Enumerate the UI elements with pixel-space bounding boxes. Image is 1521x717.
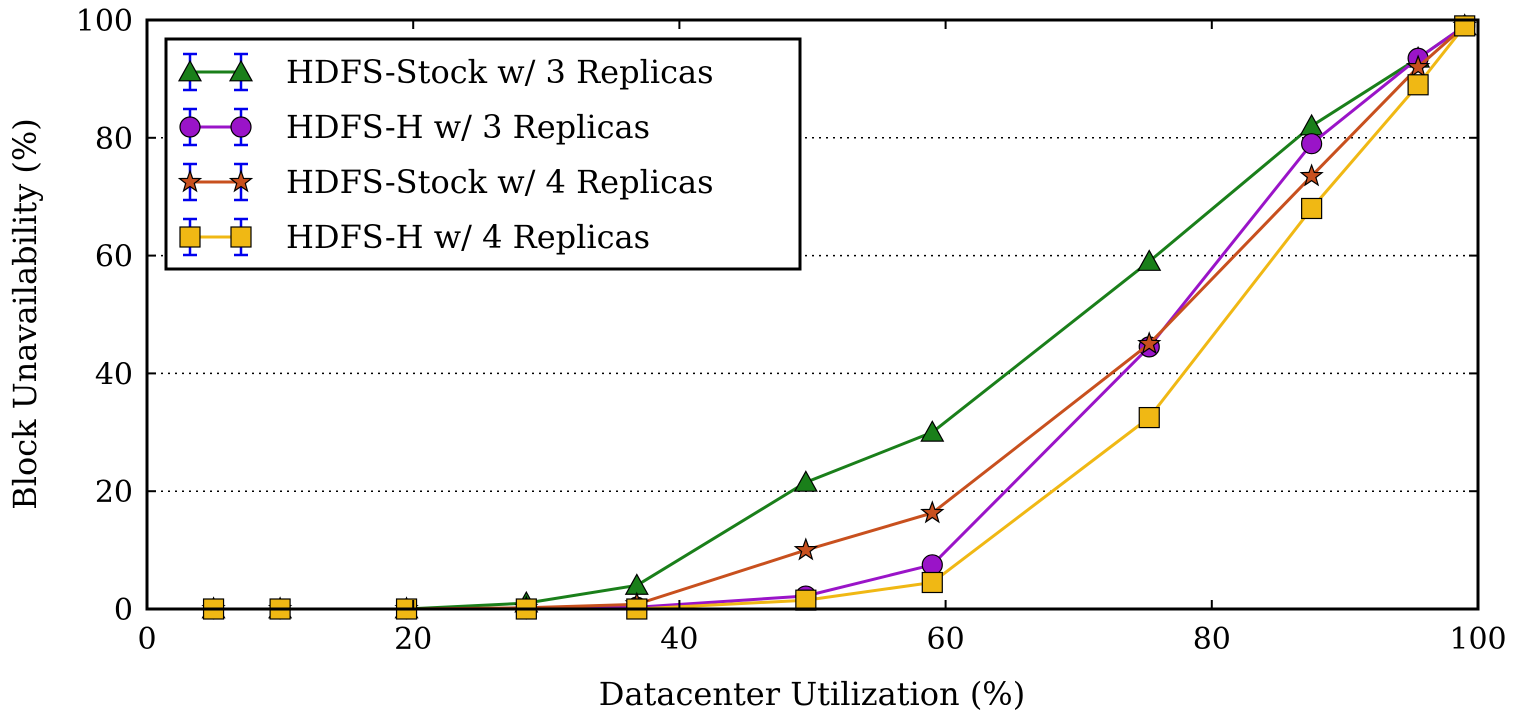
x-tick-label: 60 [927, 622, 965, 657]
x-axis-title: Datacenter Utilization (%) [599, 675, 1025, 713]
legend-marker [179, 226, 201, 248]
data-point [1301, 197, 1323, 220]
legend-entry: HDFS-H w/ 3 Replicas [179, 107, 650, 147]
legend-label: HDFS-Stock w/ 3 Replicas [286, 53, 713, 91]
legend-marker [179, 116, 201, 138]
data-point [1138, 406, 1160, 429]
legend-marker [230, 116, 252, 138]
legend-entry: HDFS-Stock w/ 3 Replicas [177, 52, 713, 92]
legend-marker [177, 169, 203, 193]
legend: HDFS-Stock w/ 3 Replicas HDFS-H w/ 3 Repl… [164, 37, 802, 271]
data-point [920, 500, 945, 524]
x-tick-label: 100 [1449, 622, 1506, 657]
data-point [1301, 133, 1323, 155]
legend-label: HDFS-H w/ 4 Replicas [286, 218, 650, 256]
y-tick-label: 40 [95, 357, 133, 392]
legend-marker [230, 226, 252, 248]
y-tick-label: 0 [114, 593, 133, 628]
legend-label: HDFS-Stock w/ 4 Replicas [286, 163, 713, 201]
x-tick-label: 40 [660, 622, 698, 657]
data-point [1299, 163, 1324, 187]
data-point [795, 589, 817, 611]
data-point [1137, 249, 1162, 271]
data-point [920, 420, 945, 442]
y-tick-label: 80 [95, 122, 133, 157]
data-point [1299, 113, 1324, 136]
x-tick-label: 80 [1193, 622, 1231, 657]
x-tick-label: 20 [394, 622, 432, 657]
legend-marker [177, 59, 203, 82]
data-point [1137, 331, 1162, 355]
plot-area-frame [145, 18, 1480, 611]
y-tick-label: 20 [95, 475, 133, 510]
legend-label: HDFS-H w/ 3 Replicas [286, 108, 650, 146]
legend-marker [228, 169, 254, 193]
data-point [1405, 54, 1431, 78]
y-tick-label: 60 [95, 240, 133, 275]
data-point [1407, 74, 1429, 96]
y-tick-label: 100 [76, 4, 133, 39]
data-point [793, 470, 818, 492]
data-point [793, 537, 818, 561]
y-axis-title: Block Unavailability (%) [6, 118, 44, 510]
legend-entry: HDFS-H w/ 4 Replicas [179, 217, 650, 257]
data-point [921, 571, 943, 594]
legend-marker [228, 59, 254, 82]
legend-box [164, 37, 802, 271]
x-tick-label: 0 [137, 622, 156, 657]
legend-entry: HDFS-Stock w/ 4 Replicas [177, 162, 713, 202]
data-point [624, 573, 649, 595]
data-point [921, 554, 943, 576]
